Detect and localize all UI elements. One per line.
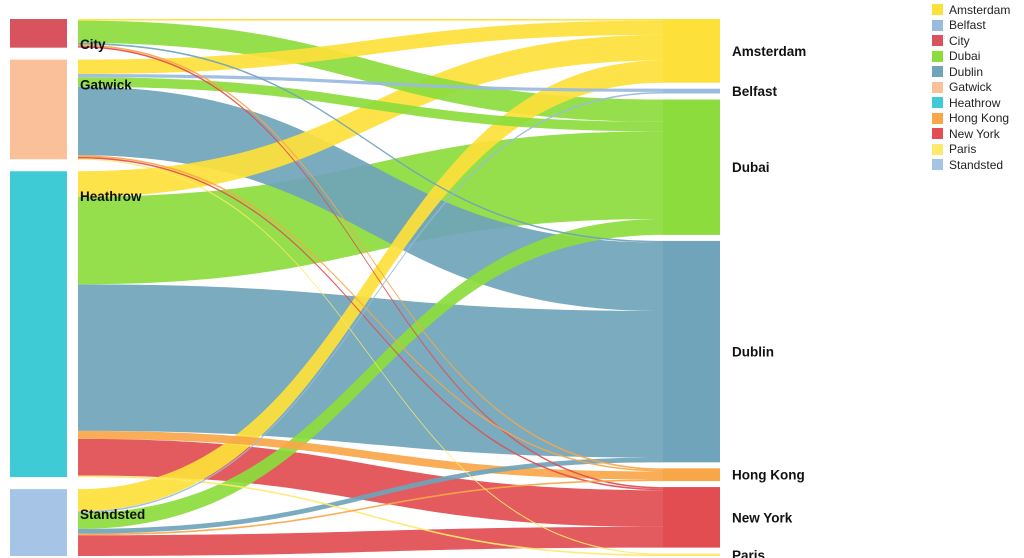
- legend-label: Paris: [949, 142, 977, 157]
- target-label-new-york: New York: [732, 510, 793, 525]
- legend-item-paris[interactable]: Paris: [932, 142, 1010, 158]
- source-label-city: City: [80, 37, 106, 52]
- legend-item-hong-kong[interactable]: Hong Kong: [932, 111, 1010, 127]
- target-node-hong-kong[interactable]: [663, 468, 720, 482]
- link-gatwick-to-new-york[interactable]: [78, 156, 663, 491]
- link-standsted-to-belfast[interactable]: [78, 91, 663, 513]
- legend-item-amsterdam[interactable]: Amsterdam: [932, 2, 1010, 18]
- legend-label: Dublin: [949, 64, 984, 79]
- target-node-dubai[interactable]: [663, 99, 720, 235]
- legend-swatch: [932, 143, 943, 155]
- legend-swatch: [932, 81, 943, 93]
- target-label-dublin: Dublin: [732, 345, 774, 360]
- legend-swatch: [932, 128, 943, 140]
- target-label-dubai: Dubai: [732, 160, 770, 175]
- legend-swatch: [932, 112, 943, 124]
- target-node-new-york[interactable]: [663, 487, 720, 548]
- legend-swatch: [932, 4, 943, 16]
- target-label-amsterdam: Amsterdam: [732, 44, 806, 59]
- legend-label: Amsterdam: [949, 2, 1011, 17]
- legend-label: Dubai: [949, 49, 981, 64]
- link-city-to-dubai[interactable]: [78, 20, 663, 122]
- legend-item-standsted[interactable]: Standsted: [932, 157, 1010, 173]
- link-heathrow-to-amsterdam[interactable]: [78, 34, 663, 197]
- target-label-belfast: Belfast: [732, 84, 778, 99]
- link-standsted-to-new-york[interactable]: [78, 526, 663, 556]
- legend-item-new-york[interactable]: New York: [932, 126, 1010, 142]
- source-label-heathrow: Heathrow: [80, 189, 142, 204]
- source-bar-standsted[interactable]: [10, 489, 67, 556]
- legend-item-gatwick[interactable]: Gatwick: [932, 80, 1010, 96]
- link-city-to-hong-kong[interactable]: [78, 44, 663, 470]
- legend-item-belfast[interactable]: Belfast: [932, 18, 1010, 34]
- link-standsted-to-dubai[interactable]: [78, 218, 663, 529]
- legend-swatch: [932, 97, 943, 109]
- source-color-bars: [10, 19, 67, 556]
- legend-label: Heathrow: [949, 95, 1001, 110]
- legend-swatch: [932, 35, 943, 47]
- link-city-to-amsterdam[interactable]: [78, 19, 663, 21]
- legend-label: Standsted: [949, 157, 1004, 172]
- source-label-standsted: Standsted: [80, 507, 145, 522]
- link-city-to-new-york[interactable]: [78, 46, 663, 489]
- link-standsted-to-amsterdam[interactable]: [78, 60, 663, 512]
- node-labels: City Gatwick Heathrow Standsted Amsterdam Bel…: [80, 37, 806, 558]
- legend-item-dubai[interactable]: Dubai: [932, 49, 1010, 65]
- link-gatwick-to-amsterdam[interactable]: [78, 20, 663, 75]
- target-node-paris[interactable]: [663, 553, 720, 556]
- link-standsted-to-dublin[interactable]: [78, 457, 663, 534]
- target-node-belfast[interactable]: [663, 88, 720, 94]
- source-bar-city[interactable]: [10, 19, 67, 48]
- target-nodes: [663, 19, 720, 556]
- legend-swatch: [932, 50, 943, 62]
- link-city-to-dublin[interactable]: [78, 42, 663, 243]
- link-heathrow-to-paris[interactable]: [78, 475, 663, 556]
- legend-swatch: [932, 19, 943, 31]
- legend-label: Gatwick: [949, 80, 992, 95]
- legend-label: Belfast: [949, 18, 986, 33]
- link-gatwick-to-hong-kong[interactable]: [78, 155, 663, 472]
- target-node-dublin[interactable]: [663, 240, 720, 463]
- source-bar-heathrow[interactable]: [10, 171, 67, 478]
- sankey-links: [78, 19, 663, 556]
- legend-label: New York: [949, 126, 1000, 141]
- legend-swatch: [932, 159, 943, 171]
- link-standsted-to-hong-kong[interactable]: [78, 479, 663, 536]
- legend: Amsterdam Belfast City Dubai Dublin Gatwick He…: [932, 2, 1010, 173]
- target-node-amsterdam[interactable]: [663, 19, 720, 83]
- link-gatwick-to-paris[interactable]: [78, 158, 663, 555]
- legend-label: Hong Kong: [949, 111, 1010, 126]
- legend-label: City: [949, 33, 970, 48]
- target-label-hong-kong: Hong Kong: [732, 468, 805, 483]
- legend-item-dublin[interactable]: Dublin: [932, 64, 1010, 80]
- source-label-gatwick: Gatwick: [80, 78, 132, 93]
- legend-item-heathrow[interactable]: Heathrow: [932, 95, 1010, 111]
- legend-swatch: [932, 66, 943, 78]
- source-bar-gatwick[interactable]: [10, 59, 67, 160]
- legend-item-city[interactable]: City: [932, 33, 1010, 49]
- link-gatwick-to-belfast[interactable]: [78, 74, 663, 92]
- target-label-paris: Paris: [732, 548, 765, 558]
